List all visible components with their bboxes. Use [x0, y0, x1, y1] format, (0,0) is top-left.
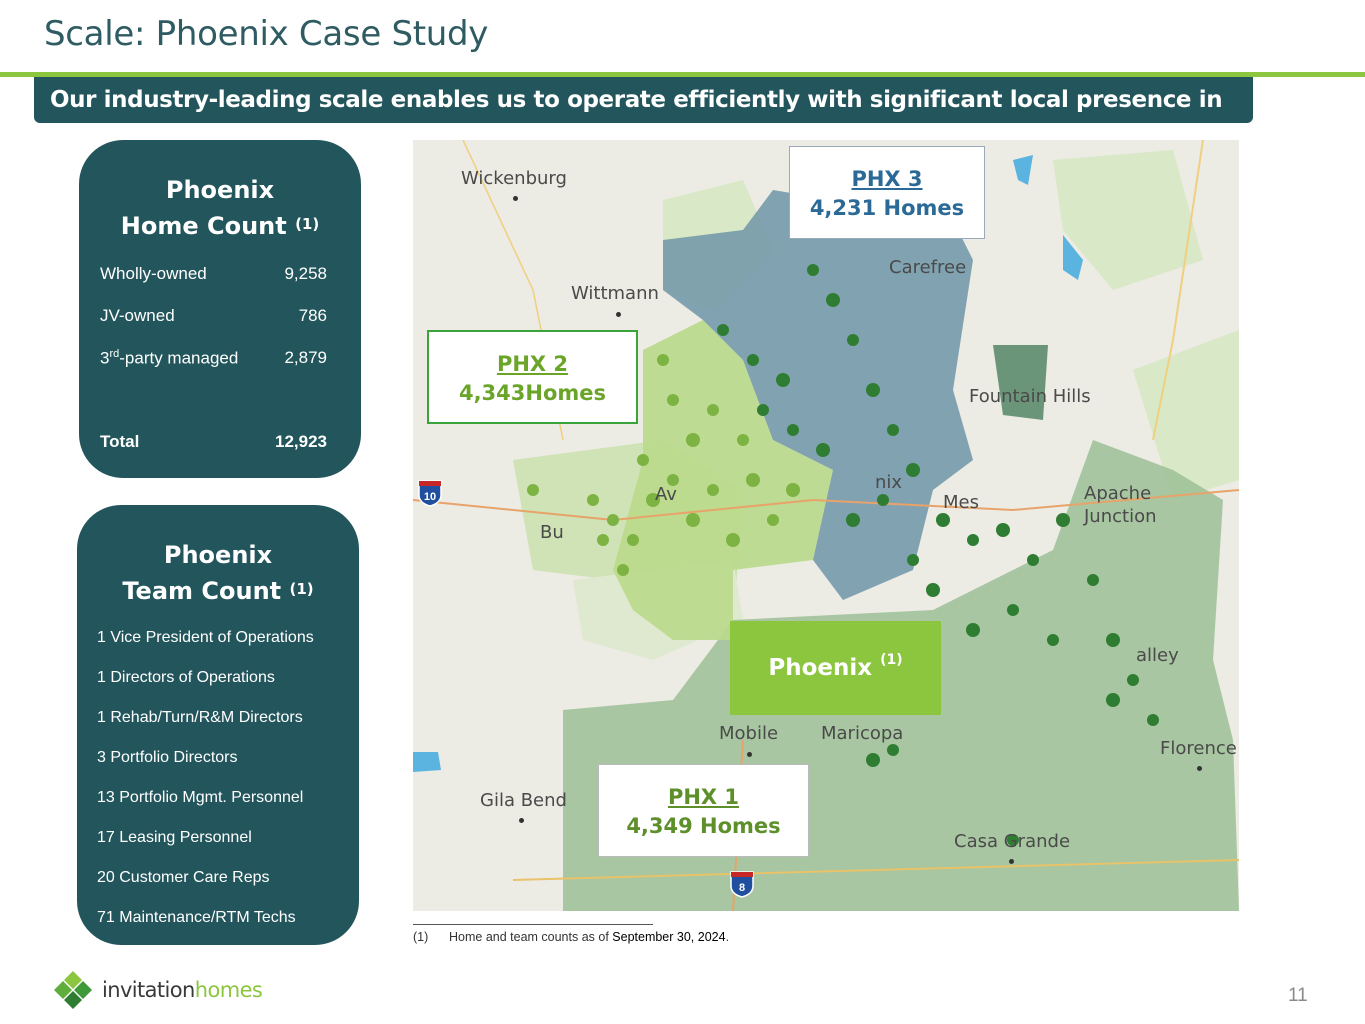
place-label: Wittmann [571, 283, 659, 304]
phx2-homes: 4,343Homes [458, 381, 607, 405]
town-marker [519, 818, 524, 823]
place-label: Fountain Hills [969, 386, 1091, 407]
team-count-heading-line2: Team Count [122, 577, 282, 605]
place-label: Av [655, 484, 677, 505]
home-row-total: Total 12,923 [100, 432, 327, 452]
team-list: 1 Vice President of Operations 1 Directo… [97, 628, 314, 948]
interstate-10-number: 10 [424, 491, 436, 503]
home-row-third-party: 3rd-party managed 2,879 [100, 348, 327, 369]
home-row-wholly-owned: Wholly-owned 9,258 [100, 264, 327, 284]
home-count-footnote-ref: (1) [295, 215, 320, 233]
home-count-card: Phoenix Home Count (1) Wholly-owned 9,25… [79, 140, 361, 478]
home-row-value: 2,879 [284, 348, 327, 367]
list-item: 20 Customer Care Reps [97, 869, 270, 886]
phoenix-badge: Phoenix (1) [730, 621, 941, 715]
footnote: (1) Home and team counts as of September … [413, 930, 729, 944]
interstate-8-number: 8 [739, 882, 745, 894]
phx1-homes: 4,349 Homes [626, 814, 781, 838]
phx1-title: PHX 1 [667, 785, 740, 809]
team-count-heading: Phoenix Team Count (1) [77, 537, 359, 609]
list-item: 1 Directors of Operations [97, 669, 275, 686]
place-label: Gila Bend [480, 790, 567, 811]
interstate-8-icon: 8 [730, 871, 754, 898]
place-label: Mes [943, 492, 979, 513]
place-label: Casa Grande [954, 831, 1071, 852]
logo-wordmark: invitationhomes [102, 978, 263, 1002]
footnote-date: September 30, 2024 [612, 930, 726, 944]
place-label: nix [875, 472, 903, 493]
list-item: 71 Maintenance/RTM Techs [97, 909, 296, 926]
place-label: Wickenburg [461, 168, 567, 189]
list-item: 1 Rehab/Turn/R&M Directors [97, 709, 303, 726]
page-number: 11 [1288, 985, 1308, 1006]
town-marker [616, 312, 621, 317]
home-count-heading-line2: Home Count [120, 212, 287, 240]
company-logo: invitationhomes [52, 969, 263, 1011]
list-item: 13 Portfolio Mgmt. Personnel [97, 789, 304, 806]
home-row-value: 786 [298, 306, 327, 325]
home-count-heading: Phoenix Home Count (1) [79, 172, 361, 244]
place-label: Carefree [889, 257, 967, 278]
list-item: 17 Leasing Personnel [97, 829, 252, 846]
home-count-heading-line1: Phoenix [165, 176, 275, 204]
team-count-card: Phoenix Team Count (1) 1 Vice President … [77, 505, 359, 945]
logo-mark-icon [54, 971, 92, 1009]
headline-banner: Our industry-leading scale enables us to… [34, 77, 1253, 159]
town-marker [747, 752, 752, 757]
phx3-title: PHX 3 [851, 167, 923, 191]
page-title: Scale: Phoenix Case Study [44, 14, 489, 54]
home-row-value: 9,258 [284, 264, 327, 283]
home-total-value: 12,923 [275, 432, 327, 451]
home-row-label: JV-owned [100, 306, 175, 325]
place-label: Maricopa [821, 723, 904, 744]
phoenix-badge-label: Phoenix [768, 655, 873, 681]
place-label: Florence [1160, 738, 1237, 759]
interstate-10-icon: 10 [418, 480, 442, 507]
list-item: 3 Portfolio Directors [97, 749, 238, 766]
place-label: Apache Junction [1084, 483, 1157, 527]
phx1-label-box: PHX 1 4,349 Homes [598, 764, 809, 857]
home-row-label: Wholly-owned [100, 264, 207, 283]
phx2-title: PHX 2 [496, 352, 569, 376]
home-row-jv-owned: JV-owned 786 [100, 306, 327, 326]
place-label: alley [1136, 645, 1179, 666]
home-total-label: Total [100, 432, 140, 451]
team-count-heading-line1: Phoenix [163, 541, 273, 569]
home-row-label: 3rd-party managed [100, 348, 239, 368]
town-marker [1009, 859, 1014, 864]
footnote-divider [413, 924, 653, 925]
footnote-number: (1) [413, 930, 429, 944]
phoenix-badge-footnote-ref: (1) [880, 652, 903, 668]
phx2-label-box: PHX 2 4,343Homes [427, 330, 638, 424]
list-item: 1 Vice President of Operations [97, 629, 314, 646]
place-label: Bu [540, 522, 564, 543]
town-marker [513, 196, 518, 201]
place-label: Mobile [719, 723, 779, 744]
phx3-homes: 4,231 Homes [809, 196, 965, 220]
phx3-label-box: PHX 3 4,231 Homes [789, 146, 985, 239]
title-divider [0, 72, 1365, 77]
footnote-end: . [725, 930, 730, 944]
team-count-footnote-ref: (1) [289, 580, 314, 598]
phoenix-market-map: Wickenburg Wittmann Carefree Fountain Hi… [413, 140, 1239, 911]
footnote-text: Home and team counts as of [449, 930, 613, 944]
town-marker [1197, 766, 1202, 771]
